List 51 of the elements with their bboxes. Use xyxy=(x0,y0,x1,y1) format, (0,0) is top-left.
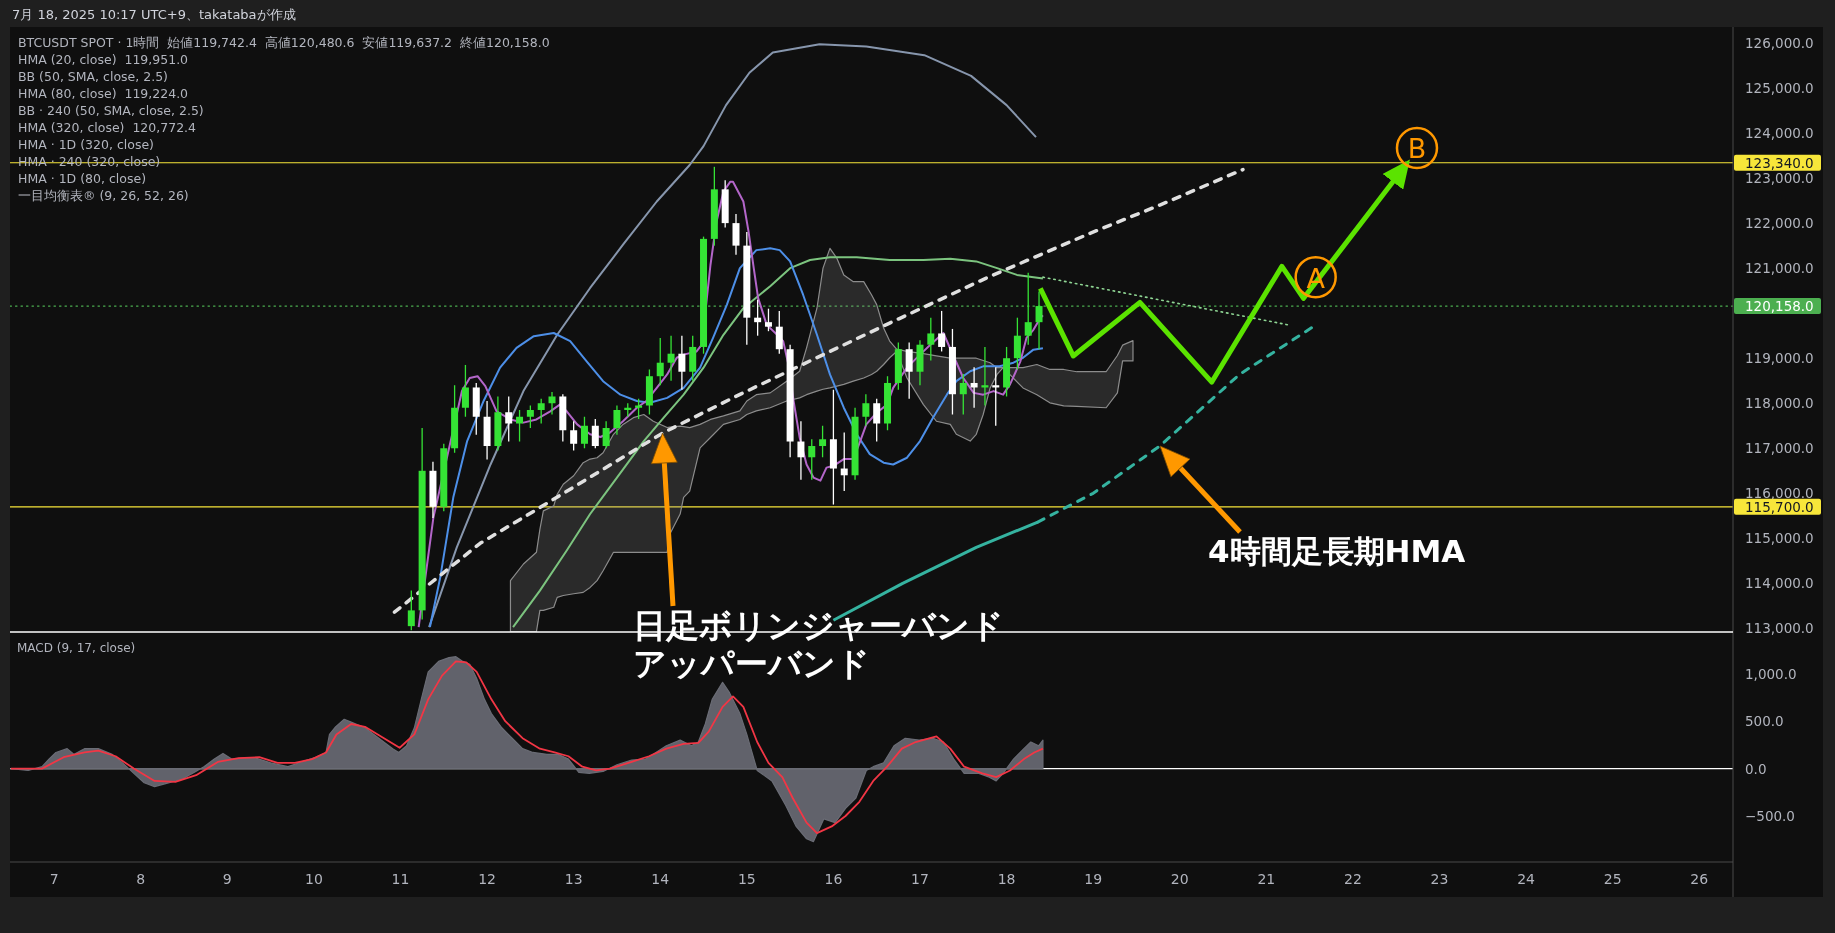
annotation: B xyxy=(1407,133,1427,165)
y-tick-label: 124,000.0 xyxy=(1745,125,1814,142)
x-tick-label: 24 xyxy=(1517,871,1536,887)
ref-line-label: 120,158.0 xyxy=(1745,298,1814,315)
annotation: HMA (320, close) 120,772.4 xyxy=(18,119,197,135)
annotation: HMA (20, close) 119,951.0 xyxy=(18,51,189,67)
annotation: BB · 240 (50, SMA, close, 2.5) xyxy=(18,102,204,118)
x-tick-label: 26 xyxy=(1690,871,1709,887)
annotation: BTCUSDT SPOT · 1時間 始値119,742.4 高値120,480.6 安値119,637.2 終値120,158.0 xyxy=(18,34,550,50)
text: MACD (9, 17, close) xyxy=(17,641,136,655)
y-tick-label: 114,000.0 xyxy=(1745,575,1814,592)
x-tick-label: 23 xyxy=(1430,871,1449,887)
x-tick-label: 10 xyxy=(304,871,323,887)
annotation: BB (50, SMA, close, 2.5) xyxy=(18,68,168,84)
y-tick-label: 122,000.0 xyxy=(1745,215,1814,232)
x-tick-label: 7 xyxy=(49,871,59,887)
x-tick-label: 14 xyxy=(651,871,670,887)
ref-line-label: 123,340.0 xyxy=(1745,154,1814,171)
x-tick-label: 19 xyxy=(1084,871,1103,887)
y-tick-label: 118,000.0 xyxy=(1745,395,1814,412)
y-tick-label: 121,000.0 xyxy=(1745,260,1814,277)
annotation: 一目均衡表® (9, 26, 52, 26) xyxy=(18,187,189,203)
x-tick-label: 20 xyxy=(1170,871,1189,887)
y-tick-label: 1,000.0 xyxy=(1745,665,1797,682)
annotation: HMA (80, close) 119,224.0 xyxy=(18,85,189,101)
x-tick-label: 9 xyxy=(222,871,232,887)
x-tick-label: 15 xyxy=(737,871,756,887)
x-tick-label: 17 xyxy=(911,871,929,887)
y-tick-label: 115,000.0 xyxy=(1745,530,1814,547)
x-tick-label: 12 xyxy=(478,871,496,887)
text: 7月 18, 2025 10:17 UTC+9、takatabaが作成 xyxy=(12,6,296,22)
y-tick-label: −500.0 xyxy=(1745,808,1795,824)
x-tick-label: 22 xyxy=(1343,871,1362,887)
x-tick-label: 21 xyxy=(1257,871,1276,887)
annotation: 4時間足長期HMA xyxy=(1208,533,1466,569)
y-tick-label: 123,000.0 xyxy=(1745,170,1814,187)
x-tick-label: 8 xyxy=(136,871,146,887)
y-tick-label: 119,000.0 xyxy=(1745,350,1814,367)
x-tick-label: 18 xyxy=(997,871,1016,887)
y-tick-label: 0.0 xyxy=(1745,760,1767,777)
annotation: HMA · 1D (320, close) xyxy=(18,136,154,152)
y-tick-label: 125,000.0 xyxy=(1745,80,1814,97)
x-tick-label: 11 xyxy=(391,871,410,887)
y-tick-label: 117,000.0 xyxy=(1745,440,1814,457)
y-tick-label: 500.0 xyxy=(1745,713,1784,730)
x-tick-label: 25 xyxy=(1603,871,1622,887)
x-tick-label: 13 xyxy=(564,871,583,887)
x-tick-label: 16 xyxy=(824,871,843,887)
y-tick-label: 113,000.0 xyxy=(1745,620,1814,637)
y-tick-label: 126,000.0 xyxy=(1745,34,1814,51)
annotation: HMA · 1D (80, close) xyxy=(18,170,147,186)
